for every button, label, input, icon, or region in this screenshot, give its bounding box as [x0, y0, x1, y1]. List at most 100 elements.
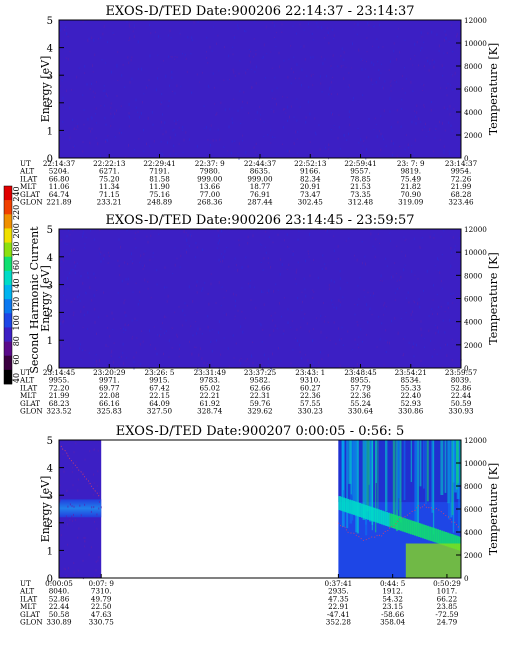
ephemeris-cell: 60.27 [300, 383, 321, 392]
temperature-tick-label: 10000 [464, 39, 487, 48]
ephemeris-cell: 23:20:29 [93, 368, 126, 377]
ephemeris-cell: 325.83 [97, 407, 123, 416]
ephemeris-cell: 20.91 [300, 182, 321, 191]
colorbar-tick-label: 240 [12, 186, 21, 201]
ephemeris-cell: 22.15 [149, 391, 170, 400]
ephemeris-cell: 9915. [149, 376, 170, 385]
colorbar-swatch [4, 369, 12, 385]
colorbar-tick-label: 60 [12, 355, 21, 365]
colorbar-swatch [4, 285, 12, 300]
energy-tick-label: 5 [47, 16, 53, 27]
temperature-tick-label: 0 [464, 364, 469, 373]
ephemeris-cell: 72.20 [49, 383, 70, 392]
ephemeris-cell: 81.58 [149, 174, 170, 183]
ephemeris-cell: 68.28 [451, 190, 472, 199]
ephemeris-cell: 6271. [99, 167, 120, 176]
energy-axis-label: Energy [eV] [39, 56, 52, 123]
ephemeris-cell: 66.22 [437, 594, 458, 603]
ephemeris-cell: 327.50 [147, 407, 173, 416]
ephemeris-cell: 22.91 [328, 602, 349, 611]
ephemeris-cell: 7191. [149, 167, 170, 176]
ephemeris-cell: 9310. [300, 376, 321, 385]
ephemeris-cell: 330.93 [448, 407, 474, 416]
ephemeris-cell: 67.42 [149, 383, 170, 392]
ephemeris-cell: 64.09 [149, 399, 170, 408]
energy-tick-label: 4 [47, 464, 53, 475]
ephemeris-cell: 21.82 [400, 182, 421, 191]
data-segment-2-band [338, 496, 462, 551]
energy-tick-label: 5 [47, 436, 53, 447]
temperature-tick-label: 8000 [464, 62, 483, 71]
energy-tick-label: 1 [47, 546, 53, 557]
ephemeris-cell: 76.91 [250, 190, 271, 199]
spectrogram-fill [59, 229, 461, 368]
colorbar-swatch [4, 270, 12, 286]
energy-axis-label: Energy [eV] [39, 265, 52, 332]
spectrogram-noise [59, 229, 462, 371]
ephemeris-cell: 22:37: 9 [195, 159, 225, 168]
ephemeris-cell: 8635. [250, 167, 271, 176]
ephemeris-row-label: ALT [19, 167, 34, 176]
energy-axis-label: Energy [eV] [39, 476, 52, 543]
ephemeris-row-label: ILAT [20, 174, 37, 183]
ephemeris-row-label: ILAT [20, 383, 37, 392]
temperature-tick-label: 12000 [464, 225, 487, 234]
ephemeris-cell: 248.89 [147, 198, 173, 207]
ephemeris-cell: 999.00 [197, 174, 223, 183]
ephemeris-cell: 22:22:13 [93, 159, 126, 168]
ephemeris-cell: 8040. [49, 587, 70, 596]
ephemeris-row-label: MLT [20, 602, 37, 611]
ephemeris-cell: 62.66 [250, 383, 271, 392]
ephemeris-cell: 22:14:37 [43, 159, 76, 168]
temperature-tick-label: 8000 [464, 271, 483, 280]
colorbar-swatch [4, 355, 12, 371]
temperature-tick-label: 4000 [464, 108, 483, 117]
ephemeris-cell: 9971. [99, 376, 120, 385]
ephemeris-cell: 22.36 [350, 391, 371, 400]
ephemeris-cell: 24.79 [437, 618, 458, 627]
ephemeris-cell: 328.74 [197, 407, 223, 416]
ephemeris-cell: 2935. [328, 587, 349, 596]
energy-tick-label: 0 [47, 364, 53, 375]
energy-tick-label: 4 [47, 253, 53, 264]
ephemeris-row-label: GLON [20, 618, 43, 627]
ephemeris-table: UTALTILATMLTGLATGLON0:00:058040.52.8622.… [19, 579, 461, 627]
ephemeris-cell: 23:48:45 [344, 368, 377, 377]
ephemeris-cell: 287.44 [247, 198, 273, 207]
ephemeris-cell: 47.63 [91, 610, 112, 619]
ephemeris-cell: 78.85 [350, 174, 371, 183]
temperature-tick-label: 0 [464, 574, 469, 583]
colorbar-tick-label: 180 [12, 242, 21, 257]
colorbar-swatch [4, 313, 12, 328]
colorbar-swatch [4, 242, 12, 258]
ephemeris-cell: 57.79 [350, 383, 371, 392]
ephemeris-cell: 11.34 [99, 182, 120, 191]
ephemeris-cell: 9955. [49, 376, 70, 385]
ephemeris-cell: 330.86 [398, 407, 424, 416]
ephemeris-cell: 8955. [350, 376, 371, 385]
temperature-tick-label: 6000 [464, 85, 483, 94]
ephemeris-cell: 7310. [91, 587, 112, 596]
ephemeris-cell: 8039. [451, 376, 472, 385]
ephemeris-cell: 11.06 [49, 182, 70, 191]
colorbar-swatch [4, 299, 12, 314]
ephemeris-cell: 52.93 [400, 399, 421, 408]
ephemeris-cell: 55.24 [350, 399, 371, 408]
energy-tick-label: 2 [47, 308, 53, 319]
ephemeris-cell: 11.90 [149, 182, 170, 191]
colorbar-swatch [4, 214, 12, 229]
ephemeris-cell: 70.90 [400, 190, 421, 199]
colorbar-tick-label: 200 [12, 223, 21, 238]
ephemeris-row-label: ILAT [20, 594, 37, 603]
ephemeris-cell: 302.45 [298, 198, 324, 207]
ephemeris-cell: 0:44: 5 [380, 579, 406, 588]
energy-tick-label: 1 [47, 336, 53, 347]
temperature-tick-label: 6000 [464, 295, 483, 304]
ephemeris-cell: 23.15 [382, 602, 403, 611]
ephemeris-cell: 13.66 [199, 182, 220, 191]
ephemeris-cell: 23:37:25 [244, 368, 277, 377]
ephemeris-cell: 5204. [49, 167, 70, 176]
ephemeris-cell: 358.04 [380, 618, 406, 627]
colorbar-tick-label: 100 [12, 315, 21, 330]
temperature-tick-label: 12000 [464, 16, 487, 25]
